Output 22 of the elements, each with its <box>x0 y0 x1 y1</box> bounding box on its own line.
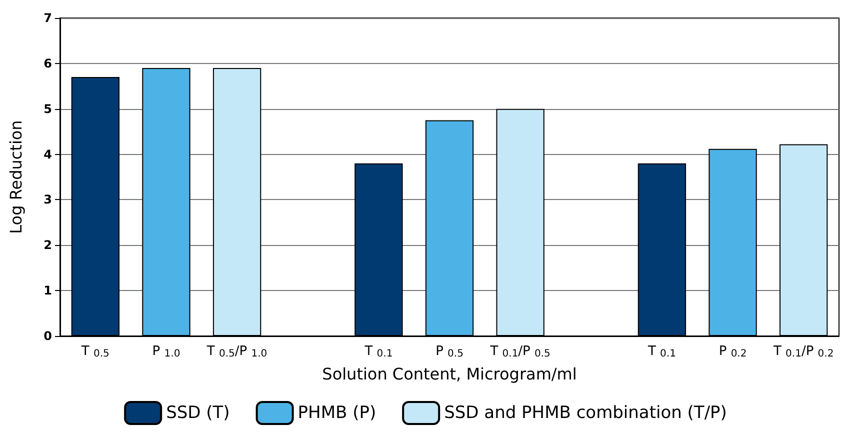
y-tick-label: 1 <box>44 284 52 298</box>
x-tick-label: T 0.5 <box>80 344 110 360</box>
y-tick-label: 3 <box>44 192 52 207</box>
x-tick-label: T 0.1 <box>646 344 676 360</box>
y-tick-label: 6 <box>44 56 52 70</box>
x-tick-label: P 0.5 <box>436 344 464 360</box>
x-axis-title: Solution Content, Microgram/ml <box>322 364 577 384</box>
x-tick-label: P 0.2 <box>718 344 747 360</box>
y-tick-label: 0 <box>44 329 52 343</box>
x-tick-label: P 1.0 <box>152 344 180 360</box>
x-tick-label: T 0.1/P 0.5 <box>489 344 550 360</box>
legend-label: PHMB (P) <box>298 403 376 423</box>
y-tick-label: 2 <box>44 238 52 252</box>
legend-label: SSD (T) <box>166 403 230 423</box>
y-tick-label: 4 <box>44 147 52 162</box>
y-tick-label: 7 <box>44 11 52 25</box>
legend-label: SSD and PHMB combination (T/P) <box>444 403 727 423</box>
x-tick-label: T 0.1/P 0.2 <box>772 344 834 360</box>
x-tick-label: T 0.5/P 1.0 <box>206 344 268 360</box>
y-axis-title: Log Reduction <box>6 120 26 234</box>
x-tick-label: T 0.1 <box>364 344 393 360</box>
y-tick-label: 5 <box>44 102 52 116</box>
